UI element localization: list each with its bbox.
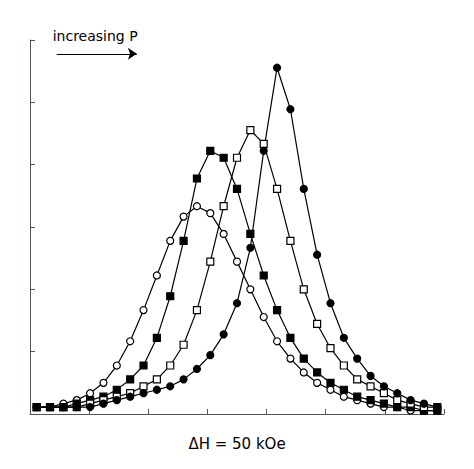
svg-text:ΔH = 50 kOe: ΔH = 50 kOe [188,435,285,453]
svg-text:increasing P: increasing P [53,28,138,44]
